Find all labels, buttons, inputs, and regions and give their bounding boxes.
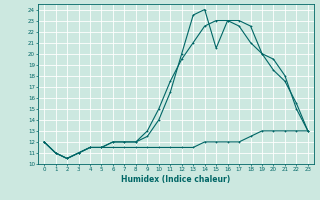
X-axis label: Humidex (Indice chaleur): Humidex (Indice chaleur) [121,175,231,184]
